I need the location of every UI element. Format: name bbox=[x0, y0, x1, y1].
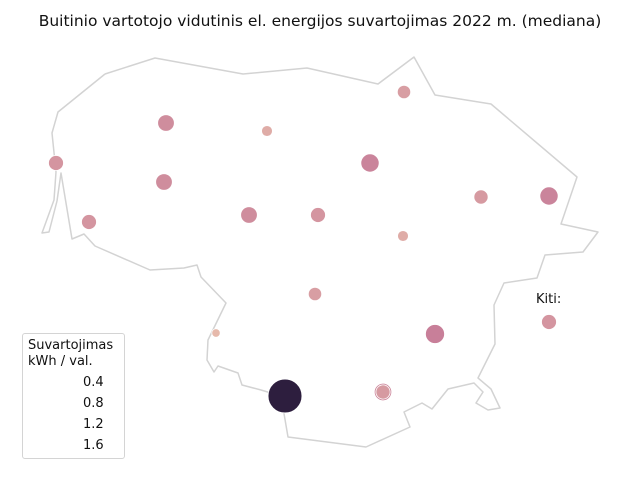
municipality-marker-17 bbox=[375, 384, 391, 400]
municipality-marker-3 bbox=[396, 84, 412, 100]
municipality-marker-4 bbox=[360, 153, 380, 173]
municipality-marker-1 bbox=[157, 114, 175, 132]
municipality-marker-16 bbox=[267, 378, 303, 414]
legend-title: Suvartojimas kWh / val. bbox=[28, 338, 113, 370]
municipality-marker-15 bbox=[211, 328, 221, 338]
legend-title-line1: Suvartojimas bbox=[28, 338, 114, 353]
country-border bbox=[41, 56, 599, 448]
municipality-marker-2 bbox=[261, 125, 273, 137]
legend-label-3: 1.6 bbox=[83, 438, 104, 453]
municipality-marker-6 bbox=[539, 186, 559, 206]
map-title: Buitinio vartotojo vidutinis el. energij… bbox=[38, 12, 602, 30]
municipality-marker-13 bbox=[307, 286, 323, 302]
municipality-marker-5 bbox=[155, 173, 173, 191]
other-group-label: Kiti: bbox=[536, 292, 562, 307]
municipality-marker-11 bbox=[473, 189, 489, 205]
municipality-marker-8 bbox=[240, 206, 258, 224]
legend-label-0: 0.4 bbox=[83, 375, 104, 390]
municipality-marker-10 bbox=[397, 230, 409, 242]
legend-label-2: 1.2 bbox=[83, 417, 104, 432]
other-group-marker bbox=[541, 314, 557, 330]
legend: Suvartojimas kWh / val. 0.4 0.8 1.2 1.6 bbox=[22, 333, 125, 459]
legend-label-1: 0.8 bbox=[83, 396, 104, 411]
municipality-marker-7 bbox=[81, 214, 97, 230]
municipality-marker-12 bbox=[425, 324, 445, 344]
municipality-marker-9 bbox=[310, 207, 326, 223]
municipality-marker-0 bbox=[48, 155, 64, 171]
legend-title-line2: kWh / val. bbox=[28, 354, 93, 369]
marker-layer bbox=[48, 84, 559, 414]
